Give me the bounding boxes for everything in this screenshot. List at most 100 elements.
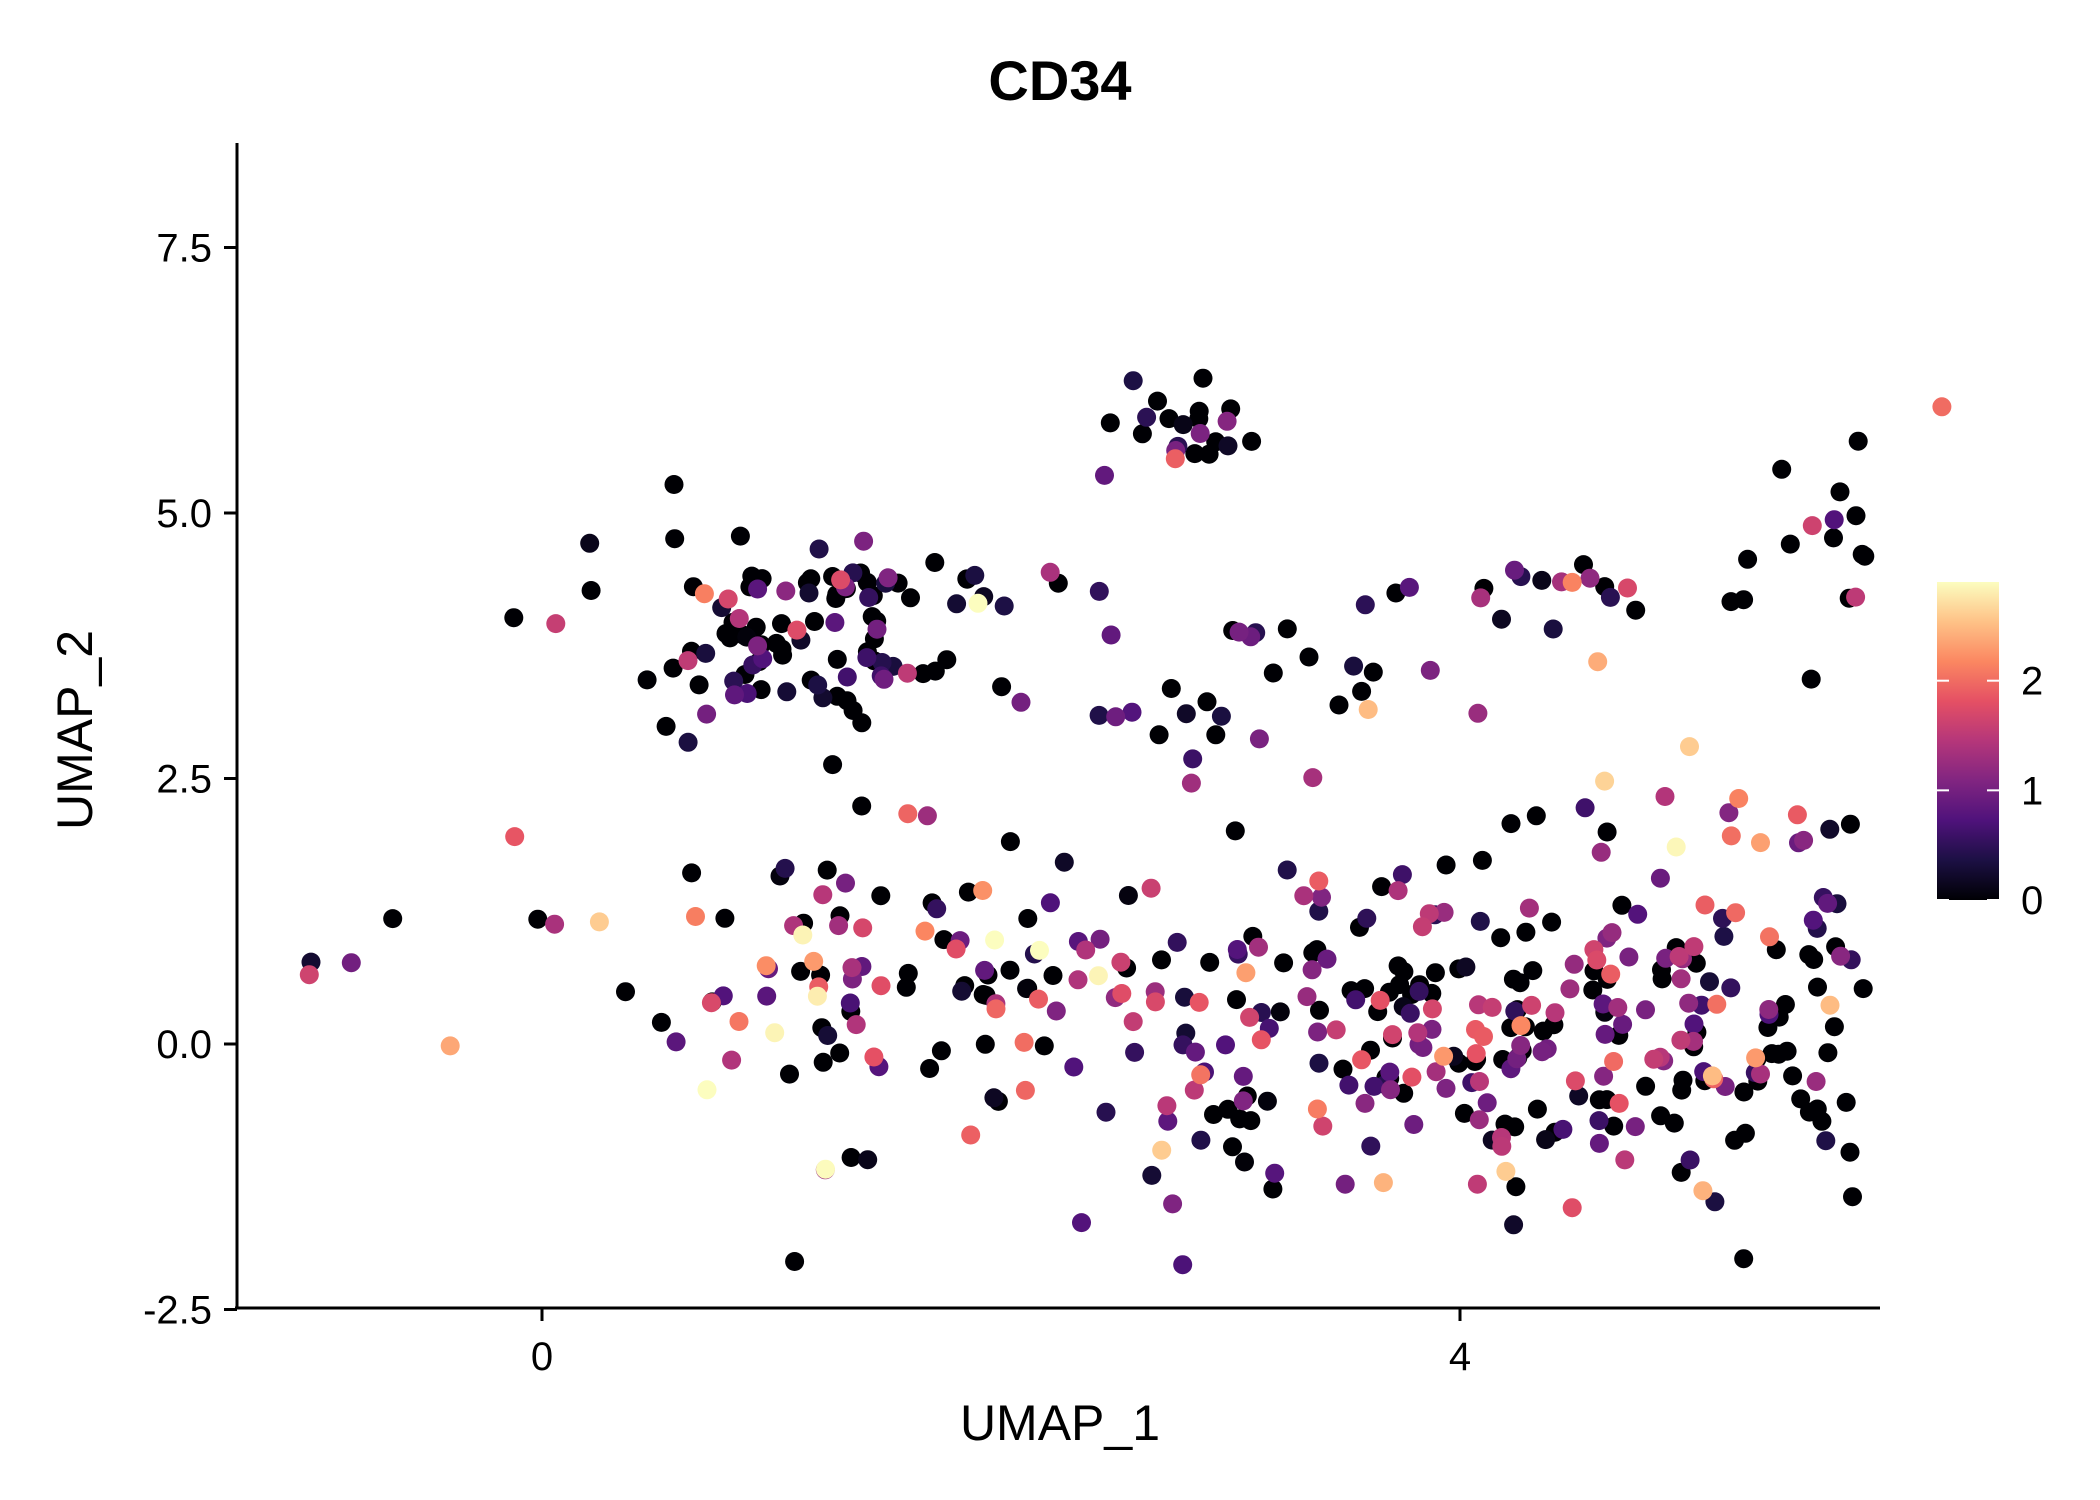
scatter-point: [1277, 860, 1297, 880]
scatter-point: [1719, 803, 1739, 823]
x-axis-label: UMAP_1: [960, 1395, 1160, 1451]
scatter-point: [1562, 1198, 1582, 1218]
scatter-point: [775, 858, 795, 878]
scatter-point: [986, 999, 1006, 1019]
scatter-point: [1040, 562, 1060, 582]
scatter-point: [1505, 560, 1524, 580]
scatter-point: [580, 533, 600, 553]
scatter-point: [799, 583, 819, 603]
scatter-point: [1780, 534, 1800, 554]
scatter-point: [1000, 960, 1020, 980]
scatter-point: [1297, 987, 1317, 1007]
scatter-point: [1229, 622, 1249, 642]
scatter-point: [984, 1088, 1004, 1108]
scatter-point: [1380, 1062, 1400, 1082]
scatter-point: [1466, 1044, 1486, 1064]
scatter-point: [1818, 893, 1838, 913]
scatter-point: [1702, 1066, 1722, 1086]
scatter-point: [1467, 1174, 1487, 1194]
scatter-point: [1148, 391, 1167, 411]
scatter-point: [1595, 771, 1615, 791]
x-tick-label: 0: [531, 1335, 553, 1379]
scatter-point: [1583, 980, 1603, 1000]
scatter-point: [1511, 1036, 1531, 1055]
scatter-point: [805, 612, 824, 631]
scatter-point: [341, 953, 361, 973]
scatter-point: [1235, 1152, 1254, 1172]
scatter-point: [1553, 1119, 1573, 1139]
scatter-point: [1175, 987, 1194, 1007]
scatter-point: [1189, 401, 1209, 421]
scatter-point: [1523, 961, 1543, 981]
scatter-point: [817, 860, 837, 880]
scatter-point: [1277, 619, 1297, 639]
scatter-point: [791, 961, 811, 981]
scatter-point: [1729, 789, 1749, 808]
scatter-point: [958, 882, 978, 902]
scatter-point: [1165, 449, 1185, 469]
scatter-point: [1504, 1215, 1524, 1235]
colorbar-legend: 0 1 2: [1937, 582, 2043, 923]
scatter-point: [1492, 1136, 1512, 1156]
scatter-point: [1249, 729, 1269, 749]
scatter-point: [656, 716, 676, 736]
scatter-point: [1176, 704, 1196, 724]
scatter-point: [1775, 995, 1795, 1014]
scatter-point: [874, 669, 894, 689]
scatter-point: [1824, 1017, 1844, 1037]
scatter-point: [748, 636, 768, 656]
scatter-point: [1734, 590, 1754, 610]
scatter-point: [1932, 397, 1952, 417]
scatter-point: [1299, 647, 1319, 667]
scatter-point: [836, 873, 855, 893]
scatter-point: [1536, 1130, 1556, 1150]
scatter-point: [694, 584, 714, 604]
scatter-point: [1652, 969, 1672, 989]
scatter-point: [1233, 1091, 1253, 1111]
scatter-point: [1068, 970, 1088, 990]
scatter-point: [1496, 1161, 1516, 1181]
scatter-point: [947, 594, 967, 614]
scatter-point: [1388, 881, 1408, 901]
scatter-point: [1302, 960, 1322, 980]
scatter-point: [697, 1080, 717, 1100]
scatter-point: [1636, 1076, 1656, 1096]
scatter-point: [1760, 927, 1779, 947]
scatter-point: [931, 1041, 951, 1061]
scatter-point: [1471, 588, 1491, 608]
scatter-point: [1206, 725, 1226, 745]
scatter-point: [1532, 1042, 1552, 1062]
scatter-point: [1373, 1173, 1393, 1193]
scatter-point: [925, 553, 945, 572]
scatter-point: [1223, 1137, 1242, 1157]
scatter-point: [1189, 992, 1209, 1012]
scatter-point: [871, 886, 891, 906]
scatter-point: [837, 667, 857, 687]
scatter-point: [1824, 510, 1844, 530]
scatter-point: [682, 863, 702, 883]
scatter-point: [975, 960, 995, 980]
scatter-point: [1152, 950, 1171, 970]
scatter-point: [1671, 1030, 1691, 1050]
scatter-point: [1609, 1093, 1629, 1113]
scatter-point: [1307, 1099, 1327, 1119]
scatter-point: [1543, 619, 1563, 639]
scatter-point: [1064, 1057, 1084, 1077]
scatter-point: [825, 613, 845, 632]
scatter-point: [864, 1047, 884, 1067]
scatter-point: [1357, 908, 1377, 928]
scatter-point: [1693, 1181, 1713, 1201]
scatter-point: [1846, 506, 1866, 526]
scatter-point: [1751, 1064, 1770, 1084]
scatter-point: [1163, 1194, 1183, 1214]
scatter-point: [1309, 1053, 1329, 1073]
scatter-point: [1820, 995, 1840, 1015]
scatter-point: [1602, 923, 1622, 943]
scatter-point: [1791, 1089, 1811, 1109]
scatter-point: [927, 899, 947, 919]
scatter-point: [1594, 1066, 1614, 1086]
scatter-point: [1152, 1140, 1172, 1160]
scatter-point: [973, 881, 993, 900]
scatter-point: [1735, 1123, 1755, 1143]
scatter-point: [1840, 1142, 1860, 1162]
